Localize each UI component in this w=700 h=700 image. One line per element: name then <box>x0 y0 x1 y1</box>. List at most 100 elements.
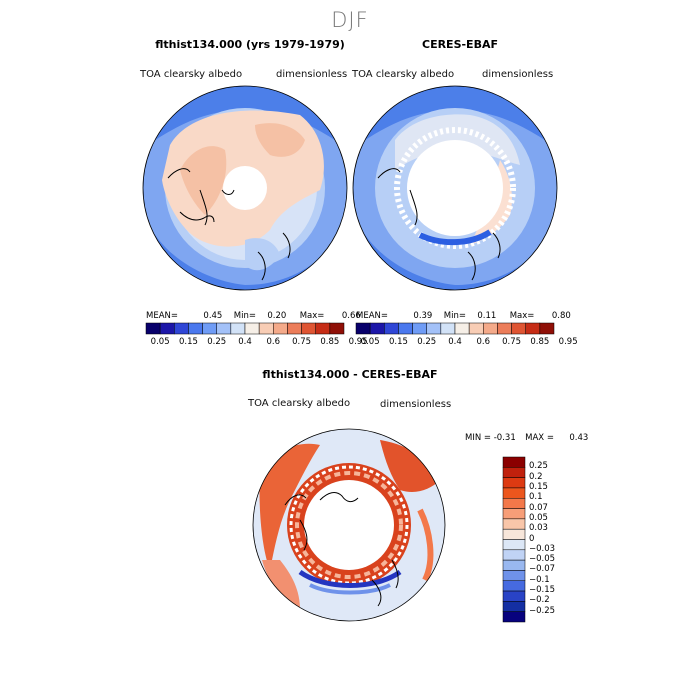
colorbar-diff-tick-label: −0.1 <box>529 574 550 585</box>
colorbar-obs-tick-label: 0.85 <box>530 337 550 347</box>
colorbar-obs-swatch <box>511 322 526 335</box>
colorbar-model-swatch <box>230 322 246 335</box>
colorbar-model-swatch <box>244 322 260 335</box>
panel-title-model: flthist134.000 (yrs 1979-1979) <box>155 38 345 51</box>
diff-max-label: MAX = <box>525 433 554 443</box>
colorbar-diff-tick-label: 0.25 <box>529 461 548 472</box>
colorbar-diff-tick-label: −0.07 <box>529 564 556 575</box>
panel-model-mean-value: 0.45 <box>203 311 223 321</box>
colorbar-obs-swatch <box>398 322 413 335</box>
colorbar-diff-swatch <box>502 487 526 499</box>
colorbar-diff-swatch <box>502 498 526 509</box>
diff-title: flthist134.000 - CERES-EBAF <box>262 368 438 381</box>
colorbar-obs-tick-label: 0.05 <box>360 337 380 347</box>
colorbar-diff-swatch <box>502 611 526 623</box>
panel-obs-units-label: dimensionless <box>482 69 554 80</box>
colorbar-diff-tick-label: −0.2 <box>529 595 550 606</box>
panel-obs-min-label: Min= <box>443 311 466 321</box>
colorbar-obs-tick-label: 0.25 <box>417 337 437 347</box>
colorbar-model-swatch <box>202 322 217 335</box>
colorbar-obs-swatch <box>539 322 555 335</box>
panel-obs-stats: MEAN= 0.39 Min= 0.11 Max= 0.80 <box>356 311 571 321</box>
colorbar-diff-swatch <box>502 456 526 468</box>
colorbar-model-tick-label: 0.6 <box>266 337 281 347</box>
colorbar-diff-tick-label: 0.1 <box>529 492 543 503</box>
colorbar-model-swatch <box>188 322 203 335</box>
colorbar-model-tick-label: 0.4 <box>238 337 252 347</box>
colorbar-obs-swatch <box>440 322 456 335</box>
colorbar-model-swatch <box>287 322 302 335</box>
colorbar-diff-swatch <box>502 508 526 520</box>
colorbar-diff-swatch <box>502 528 526 540</box>
colorbar-obs-tick-label: 0.6 <box>476 337 491 347</box>
colorbar-diff-swatch <box>502 477 526 489</box>
map-diff <box>253 429 445 621</box>
diff-min-label: MIN = <box>465 433 492 443</box>
diff-variable-label: TOA clearsky albedo <box>248 398 351 409</box>
map-obs <box>353 86 557 290</box>
colorbar-obs-tick-label: 0.4 <box>448 337 462 347</box>
colorbar-obs-swatch <box>412 322 427 335</box>
panel-obs-min-value: 0.11 <box>477 311 497 321</box>
colorbar-diff-swatch <box>502 539 526 551</box>
colorbar-model-tick-label: 0.95 <box>348 337 368 347</box>
colorbar-diff-swatch <box>502 559 526 571</box>
colorbar-diff-swatch <box>502 580 526 592</box>
colorbar-model-swatch <box>273 322 288 335</box>
colorbar-diff-swatch <box>502 601 526 612</box>
panel-model-max-value: 0.66 <box>341 311 361 321</box>
colorbar-model-tick-label: 0.25 <box>207 337 227 347</box>
colorbar-model-swatch <box>329 322 345 335</box>
diff-stats: MIN = -0.31 MAX = 0.43 <box>465 433 588 443</box>
colorbar-diff-tick-label: 0.05 <box>529 512 548 523</box>
colorbar-diff-tick-label: −0.15 <box>529 585 556 596</box>
diff-min-value: -0.31 <box>493 433 516 443</box>
colorbar-model-tick-label: 0.75 <box>292 337 312 347</box>
colorbar-model-swatch <box>145 322 161 335</box>
colorbar-diff-swatch <box>502 518 526 530</box>
panel-model-min-value: 0.20 <box>267 311 287 321</box>
colorbar-obs-tick-label: 0.15 <box>388 337 408 347</box>
diff-units-label: dimensionless <box>380 399 452 410</box>
colorbar-model-swatch <box>315 322 331 335</box>
panel-model-variable-label: TOA clearsky albedo <box>140 69 243 80</box>
colorbar-diff-swatch <box>502 590 526 602</box>
colorbar-model-swatch <box>258 322 274 335</box>
colorbar-obs-swatch <box>369 322 385 335</box>
map-obs-border <box>352 85 558 291</box>
map-diff-border <box>252 428 446 622</box>
colorbar-obs-swatch <box>426 322 442 335</box>
panel-model-max-label: Max= <box>299 311 325 321</box>
panel-obs-mean-value: 0.39 <box>413 311 433 321</box>
colorbar-obs-swatch <box>525 322 541 335</box>
colorbar-model-tick-label: 0.05 <box>150 337 170 347</box>
colorbar-model-swatch <box>216 322 232 335</box>
colorbar-obs-tick-label: 0.75 <box>502 337 522 347</box>
colorbar-diff-tick-label: −0.05 <box>529 554 556 565</box>
colorbar-diff-tick-label: 0.07 <box>529 502 548 513</box>
panel-model-mean-label: MEAN= <box>146 311 178 321</box>
panel-model-min-label: Min= <box>233 311 256 321</box>
colorbar-obs-swatch <box>483 322 498 335</box>
colorbar-diff-swatch <box>502 570 526 581</box>
colorbar-diff-swatch <box>502 467 526 478</box>
colorbar-obs-swatch <box>384 322 399 335</box>
panel-title-obs: CERES-EBAF <box>422 38 498 51</box>
colorbar-diff-tick-label: −0.25 <box>529 605 556 616</box>
colorbar-obs-swatch <box>454 322 470 335</box>
colorbar-obs-swatch <box>497 322 512 335</box>
colorbar-diff-swatch <box>502 549 526 561</box>
colorbar-diff-tick-label: 0.03 <box>529 523 548 534</box>
colorbar-diff-tick-label: −0.03 <box>529 543 556 554</box>
colorbar-model-tick-label: 0.15 <box>178 337 198 347</box>
colorbar-obs-swatch <box>355 322 371 335</box>
colorbar-diff-tick-label: 0.2 <box>529 471 543 482</box>
colorbar-diff-tick-label: 0.15 <box>529 481 548 492</box>
colorbar-obs-tick-label: 0.95 <box>558 337 578 347</box>
panel-obs-max-label: Max= <box>509 311 535 321</box>
panel-obs-variable-label: TOA clearsky albedo <box>352 69 455 80</box>
colorbar-diff-tick-label: 0 <box>529 533 535 544</box>
map-model <box>143 86 347 290</box>
map-model-border <box>142 85 348 291</box>
